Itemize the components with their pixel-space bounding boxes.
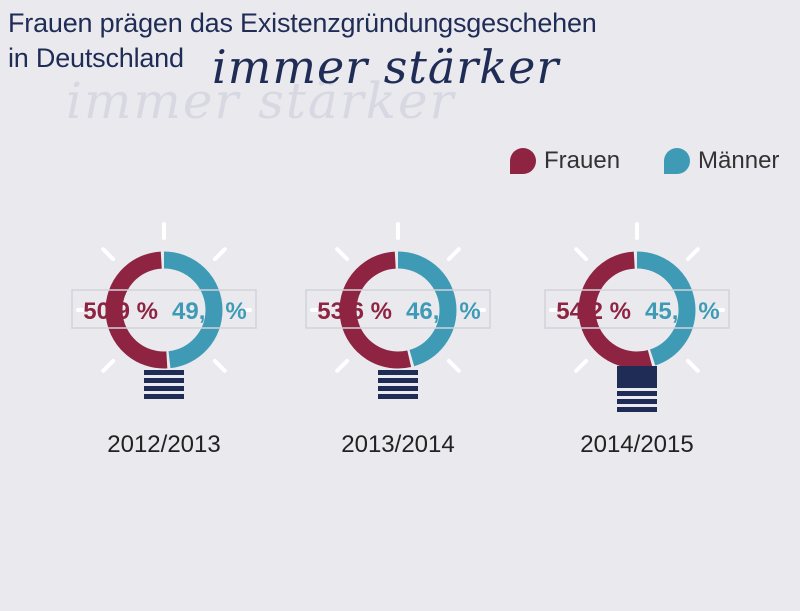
bulb-base-cap <box>617 366 657 388</box>
value-label-frauen: 54,2 % <box>556 298 631 325</box>
light-ray <box>446 247 461 262</box>
value-label-maenner: 45,8 % <box>645 298 720 325</box>
bulb-base-stripe <box>378 394 418 399</box>
value-label-maenner: 46,4 % <box>406 298 481 325</box>
value-label-box <box>305 289 491 329</box>
light-ray <box>101 247 116 262</box>
legend-marker-frauen <box>510 148 536 174</box>
legend-item-maenner: Männer <box>664 147 779 175</box>
donut-segment-maenner <box>339 251 457 369</box>
bulb-chart-1: 50,9 % 49,1 % 2012/2013 <box>71 222 257 458</box>
light-ray <box>446 358 461 373</box>
legend-item-frauen: Frauen <box>510 147 620 175</box>
title-line-2: in Deutschland <box>8 43 184 73</box>
light-ray <box>212 358 227 373</box>
chart-title: Frauen prägen das Existenzgründungsgesch… <box>8 6 597 76</box>
value-label-box <box>544 289 730 329</box>
title-line-1: Frauen prägen das Existenzgründungsgesch… <box>8 8 597 38</box>
year-label: 2014/2015 <box>580 431 693 458</box>
script-watermark: immer stärker <box>66 72 456 130</box>
light-ray <box>574 358 589 373</box>
light-ray <box>212 247 227 262</box>
bulb-base-stripe <box>617 399 657 404</box>
bulb-chart-3: 54,2 % 45,8 % 2014/2015 <box>544 222 730 458</box>
value-label-box <box>71 289 257 329</box>
bulb-base-stripe <box>144 394 184 399</box>
light-ray <box>101 358 116 373</box>
light-ray <box>685 358 700 373</box>
bulb-base-stripe <box>378 378 418 383</box>
bulb-base-stripe <box>144 378 184 383</box>
donut-segment-maenner <box>105 251 223 369</box>
value-label-frauen: 53,6 % <box>317 298 392 325</box>
bulb-base-stripe <box>617 407 657 412</box>
value-label-maenner: 49,1 % <box>172 298 247 325</box>
light-ray <box>574 247 589 262</box>
legend-label-maenner: Männer <box>698 147 780 174</box>
bulb-base-stripe <box>144 370 184 375</box>
bulb-base-stripe <box>617 391 657 396</box>
light-ray <box>685 247 700 262</box>
title-script: immer stärker <box>212 40 560 94</box>
light-ray <box>335 358 350 373</box>
donut-segment-frauen <box>105 251 223 369</box>
bulb-base-stripe <box>378 386 418 391</box>
year-label: 2013/2014 <box>341 431 454 458</box>
legend-marker-maenner <box>664 148 691 174</box>
donut-segment-maenner <box>578 251 696 369</box>
legend-label-frauen: Frauen <box>544 147 621 174</box>
year-label: 2012/2013 <box>107 431 220 458</box>
donut-segment-frauen <box>578 251 696 369</box>
bulb-base-stripe <box>378 370 418 375</box>
donut-segment-frauen <box>339 251 457 369</box>
value-label-frauen: 50,9 % <box>83 298 158 325</box>
bulb-chart-2: 53,6 % 46,4 % 2013/2014 <box>305 222 491 458</box>
bulb-base-stripe <box>144 386 184 391</box>
legend: Frauen Männer <box>510 147 779 175</box>
light-ray <box>335 247 350 262</box>
